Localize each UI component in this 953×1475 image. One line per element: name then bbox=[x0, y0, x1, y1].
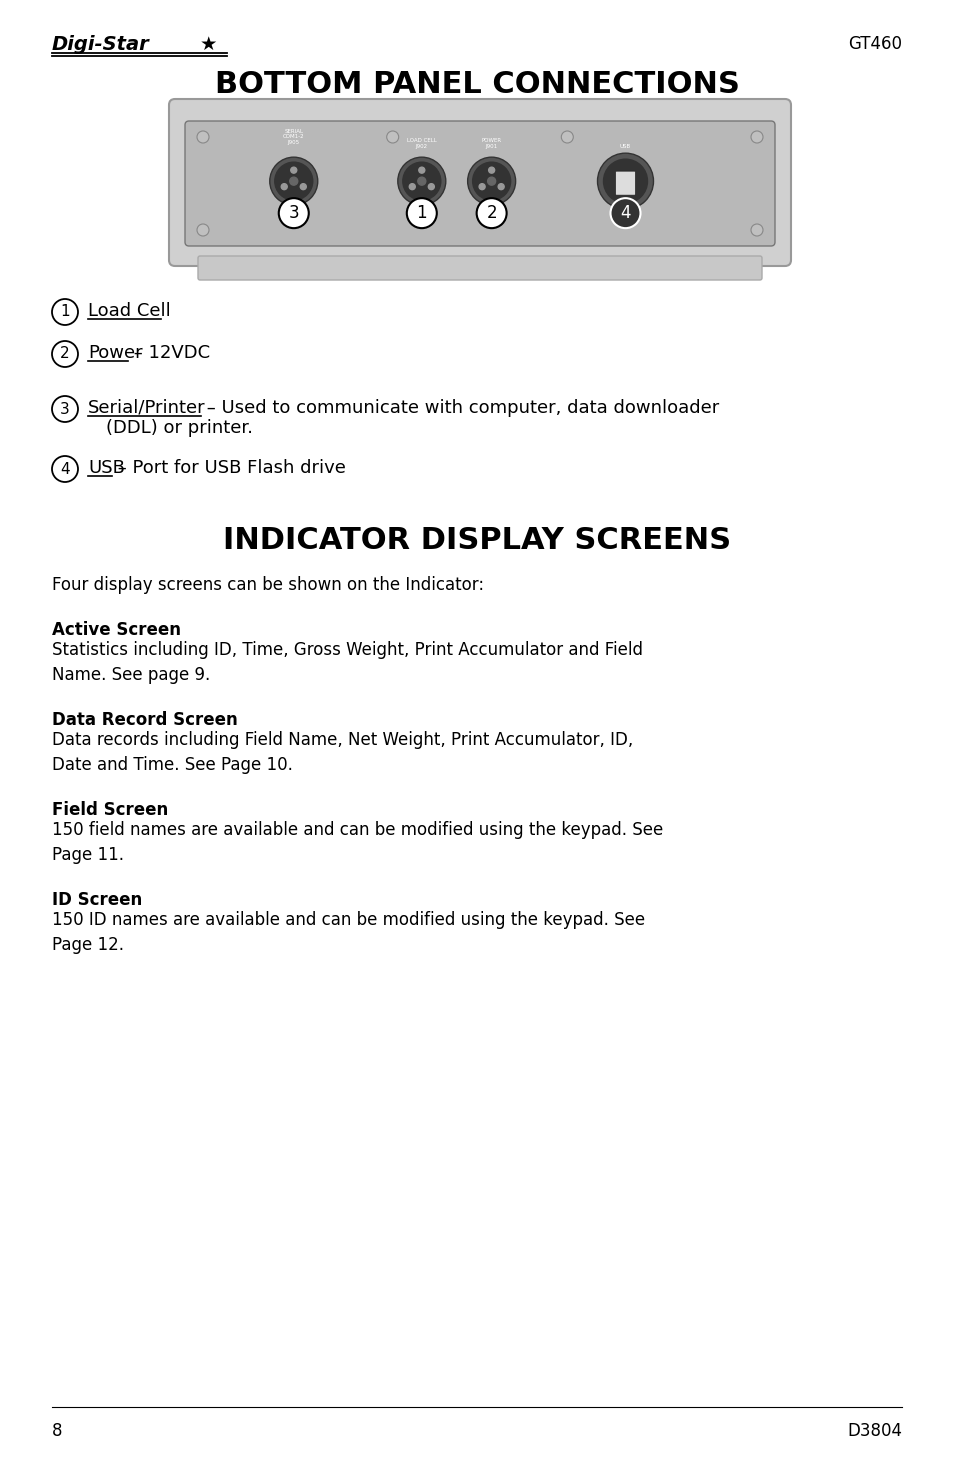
Circle shape bbox=[290, 177, 297, 186]
Circle shape bbox=[610, 198, 639, 229]
Circle shape bbox=[300, 184, 306, 190]
Circle shape bbox=[597, 153, 653, 209]
Circle shape bbox=[397, 158, 445, 205]
Text: Data records including Field Name, Net Weight, Print Accumulator, ID,
Date and T: Data records including Field Name, Net W… bbox=[52, 732, 633, 774]
Text: 4: 4 bbox=[619, 204, 630, 223]
Text: BOTTOM PANEL CONNECTIONS: BOTTOM PANEL CONNECTIONS bbox=[214, 69, 739, 99]
Text: Four display screens can be shown on the Indicator:: Four display screens can be shown on the… bbox=[52, 577, 483, 594]
Text: SERIAL
COM1-2
J905: SERIAL COM1-2 J905 bbox=[283, 128, 304, 145]
Text: INDICATOR DISPLAY SCREENS: INDICATOR DISPLAY SCREENS bbox=[223, 527, 730, 555]
Circle shape bbox=[497, 184, 503, 190]
Circle shape bbox=[417, 177, 425, 186]
Circle shape bbox=[406, 198, 436, 229]
Text: GT460: GT460 bbox=[847, 35, 901, 53]
Text: 150 ID names are available and can be modified using the keypad. See
Page 12.: 150 ID names are available and can be mo… bbox=[52, 912, 644, 954]
Circle shape bbox=[472, 162, 510, 201]
Text: D3804: D3804 bbox=[846, 1422, 901, 1440]
Circle shape bbox=[750, 224, 762, 236]
Text: 3: 3 bbox=[60, 401, 70, 416]
Text: 4: 4 bbox=[60, 462, 70, 476]
Circle shape bbox=[196, 131, 209, 143]
Text: 1: 1 bbox=[60, 304, 70, 320]
Circle shape bbox=[560, 131, 573, 143]
Circle shape bbox=[750, 131, 762, 143]
Text: Data Record Screen: Data Record Screen bbox=[52, 711, 237, 729]
Text: – Used to communicate with computer, data downloader: – Used to communicate with computer, dat… bbox=[201, 400, 719, 417]
Text: 2: 2 bbox=[486, 204, 497, 223]
Text: Active Screen: Active Screen bbox=[52, 621, 181, 639]
Circle shape bbox=[274, 162, 313, 201]
Text: LOAD CELL
J902: LOAD CELL J902 bbox=[407, 139, 436, 149]
Circle shape bbox=[52, 456, 78, 482]
Circle shape bbox=[52, 341, 78, 367]
FancyBboxPatch shape bbox=[615, 171, 635, 195]
Text: Statistics including ID, Time, Gross Weight, Print Accumulator and Field
Name. S: Statistics including ID, Time, Gross Wei… bbox=[52, 642, 642, 684]
Circle shape bbox=[291, 167, 296, 173]
Text: Field Screen: Field Screen bbox=[52, 801, 168, 819]
Text: ★: ★ bbox=[200, 35, 217, 55]
Circle shape bbox=[476, 198, 506, 229]
Circle shape bbox=[488, 167, 494, 173]
Text: 2: 2 bbox=[60, 347, 70, 361]
Circle shape bbox=[478, 184, 485, 190]
Circle shape bbox=[52, 299, 78, 324]
Text: USB: USB bbox=[619, 145, 630, 149]
Circle shape bbox=[467, 158, 516, 205]
Circle shape bbox=[278, 198, 309, 229]
Circle shape bbox=[270, 158, 317, 205]
Circle shape bbox=[418, 167, 424, 173]
Circle shape bbox=[402, 162, 440, 201]
Text: Digi-Star: Digi-Star bbox=[52, 35, 150, 55]
Text: ID Screen: ID Screen bbox=[52, 891, 142, 909]
FancyBboxPatch shape bbox=[169, 99, 790, 266]
Circle shape bbox=[603, 159, 647, 204]
Text: Power: Power bbox=[88, 344, 143, 361]
Circle shape bbox=[386, 131, 398, 143]
Circle shape bbox=[52, 395, 78, 422]
Text: – Port for USB Flash drive: – Port for USB Flash drive bbox=[112, 459, 346, 476]
Circle shape bbox=[409, 184, 415, 190]
Text: 8: 8 bbox=[52, 1422, 63, 1440]
FancyBboxPatch shape bbox=[198, 257, 761, 280]
Circle shape bbox=[428, 184, 434, 190]
Text: USB: USB bbox=[88, 459, 125, 476]
Text: Load Cell: Load Cell bbox=[88, 302, 171, 320]
Text: 3: 3 bbox=[288, 204, 298, 223]
Text: 1: 1 bbox=[416, 204, 427, 223]
Circle shape bbox=[196, 224, 209, 236]
Text: 150 field names are available and can be modified using the keypad. See
Page 11.: 150 field names are available and can be… bbox=[52, 822, 662, 864]
Circle shape bbox=[281, 184, 287, 190]
Circle shape bbox=[487, 177, 496, 186]
Text: POWER
J901: POWER J901 bbox=[481, 139, 501, 149]
Text: (DDL) or printer.: (DDL) or printer. bbox=[106, 419, 253, 437]
FancyBboxPatch shape bbox=[185, 121, 774, 246]
Text: – 12VDC: – 12VDC bbox=[128, 344, 211, 361]
Text: Serial/Printer: Serial/Printer bbox=[88, 400, 206, 417]
